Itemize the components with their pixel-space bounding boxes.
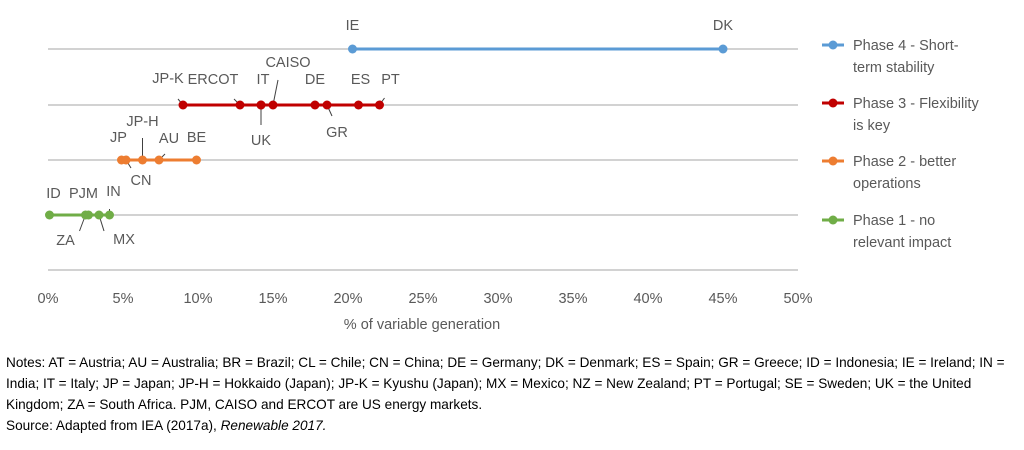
- legend-entry: Phase 3 - Flexibility is key: [822, 96, 979, 134]
- data-point: [235, 100, 245, 110]
- data-point: [94, 210, 104, 220]
- legend-swatch-marker: [828, 40, 838, 50]
- point-label: UK: [251, 133, 271, 149]
- data-point: [45, 210, 54, 220]
- data-point: [322, 100, 332, 110]
- x-tick-label: 40%: [633, 291, 662, 307]
- x-tick-label: 15%: [258, 291, 287, 307]
- data-point: [178, 100, 188, 110]
- legend-entry: Phase 4 - Short-term stability: [822, 38, 959, 76]
- data-point: [121, 155, 131, 165]
- point-label: IE: [346, 18, 360, 34]
- legend-label: term stability: [853, 60, 935, 76]
- notes-block: Notes: AT = Austria; AU = Australia; BR …: [6, 352, 1018, 436]
- series-1: ID ZA PJM MX IN: [45, 184, 135, 249]
- x-tick-label: 20%: [333, 291, 362, 307]
- x-tick-label: 25%: [408, 291, 437, 307]
- data-point: [268, 100, 278, 110]
- point-label: BE: [187, 130, 207, 146]
- x-tick-label: 35%: [558, 291, 587, 307]
- point-label: IT: [257, 72, 270, 88]
- point-label: ERCOT: [188, 72, 239, 88]
- point-label: AU: [159, 131, 179, 147]
- legend-entry: Phase 1 - no relevant impact: [822, 213, 951, 251]
- legend-label: Phase 4 - Short-: [853, 38, 959, 54]
- point-label: JP: [110, 130, 127, 146]
- x-tick-label: 10%: [183, 291, 212, 307]
- legend-label: Phase 2 - better: [853, 154, 956, 170]
- data-point: [310, 100, 320, 110]
- point-label: CAISO: [265, 55, 310, 71]
- legend-entry: Phase 2 - better operations: [822, 154, 956, 192]
- data-point: [718, 44, 728, 54]
- legend-label: relevant impact: [853, 235, 951, 251]
- legend-swatch-marker: [828, 215, 838, 225]
- legend-label: Phase 1 - no: [853, 213, 935, 229]
- legend-label: Phase 3 - Flexibility: [853, 96, 979, 112]
- data-point: [84, 210, 93, 220]
- point-label: ES: [351, 72, 370, 88]
- data-point: [348, 44, 357, 54]
- data-point: [354, 100, 363, 110]
- source-line: Source: Adapted from IEA (2017a), Renewa…: [6, 415, 1018, 436]
- point-label: JP-K: [152, 71, 184, 87]
- x-tick-label: 45%: [708, 291, 737, 307]
- legend-swatch-marker: [828, 98, 838, 108]
- legend: Phase 4 - Short-term stability Phase 3 - …: [822, 38, 979, 251]
- source-prefix: Source: Adapted from IEA (2017a),: [6, 418, 221, 433]
- legend-swatch-marker: [828, 156, 838, 166]
- point-label: DK: [713, 18, 733, 34]
- x-axis-ticks: 0% 5% 10% 15% 20% 25% 30% 35% 40% 45% 50%: [38, 291, 813, 307]
- x-axis-title: % of variable generation: [344, 317, 500, 333]
- data-point: [154, 155, 164, 165]
- point-label: GR: [326, 125, 348, 141]
- x-tick-label: 50%: [783, 291, 812, 307]
- data-point: [256, 100, 266, 110]
- series-2: JP CN JP-HAU BE: [110, 114, 206, 189]
- x-tick-label: 0%: [38, 291, 59, 307]
- legend-label: is key: [853, 118, 891, 134]
- data-point: [192, 155, 201, 165]
- point-label: JP-H: [126, 114, 158, 130]
- point-label: IN: [106, 184, 121, 200]
- data-point: [105, 210, 114, 220]
- data-point: [138, 155, 147, 165]
- point-label: PT: [381, 72, 400, 88]
- point-label: ID: [46, 186, 61, 202]
- x-tick-label: 5%: [113, 291, 134, 307]
- data-point: [375, 100, 384, 110]
- series-4: IE DK: [346, 18, 733, 54]
- source-title: Renewable 2017.: [220, 418, 327, 433]
- point-label: MX: [113, 232, 135, 248]
- x-tick-label: 30%: [483, 291, 512, 307]
- point-label: PJM: [69, 186, 98, 202]
- point-label: ZA: [56, 233, 75, 249]
- point-label: DE: [305, 72, 325, 88]
- notes-text: Notes: AT = Austria; AU = Australia; BR …: [6, 355, 1005, 412]
- legend-label: operations: [853, 176, 921, 192]
- point-label: CN: [131, 173, 152, 189]
